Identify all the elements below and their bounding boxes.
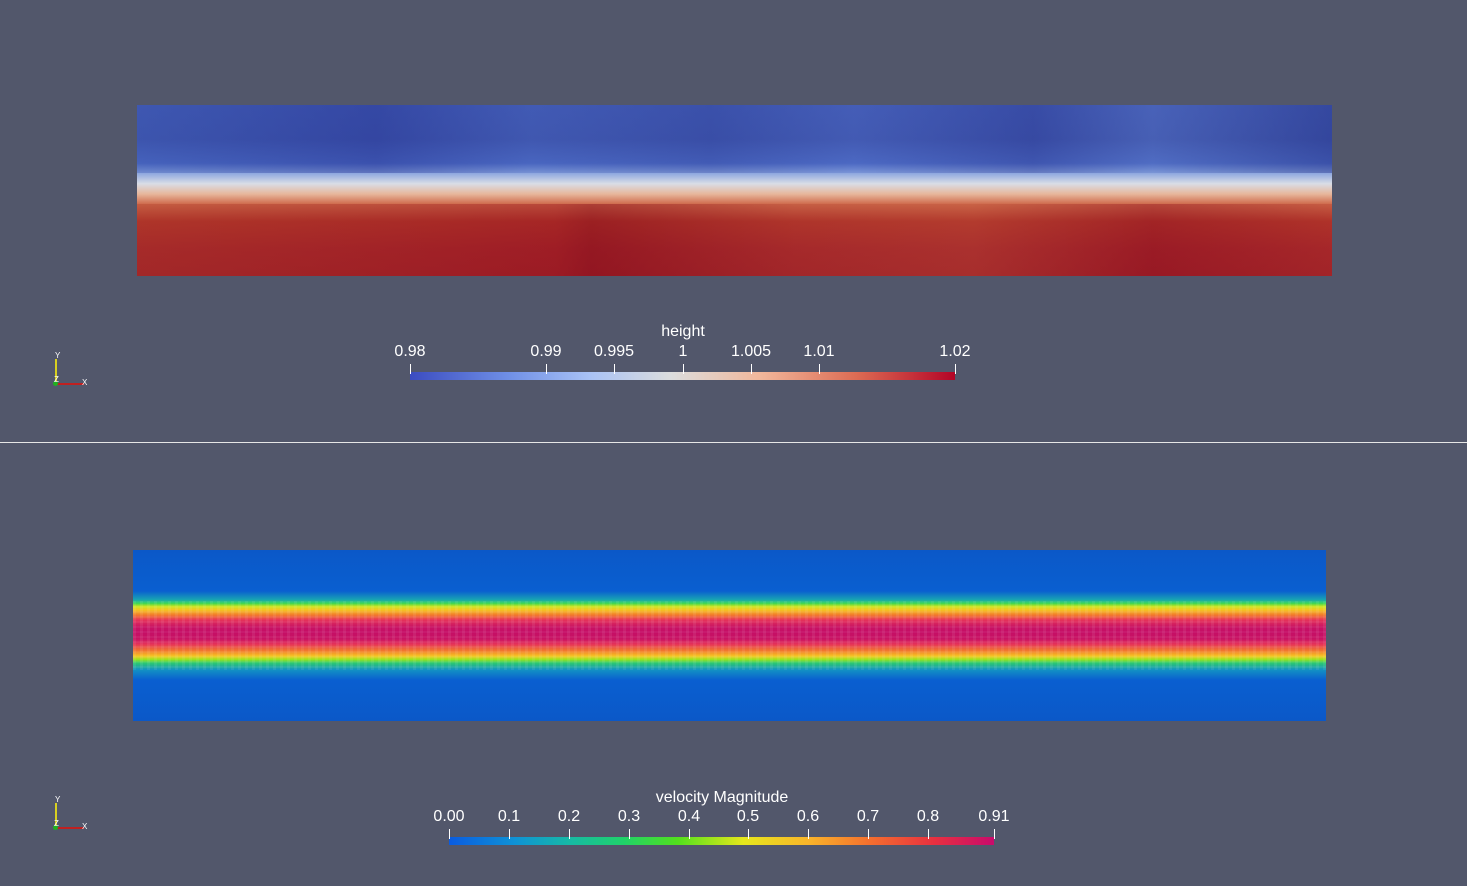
y-axis-line — [55, 803, 57, 827]
x-axis-label: X — [82, 822, 88, 831]
y-axis-label: Y — [55, 351, 61, 360]
height-field-texture-top — [137, 105, 1332, 174]
height-bar-title: height — [661, 323, 705, 340]
bottom-scalar-bar-tick-label: 0.7 — [856, 808, 880, 825]
top-scalar-bar-tick-label: 1.005 — [730, 343, 772, 360]
top-scalar-bar-tick-label: 0.99 — [530, 343, 562, 360]
top-scalar-bar-tick-mark — [546, 364, 547, 374]
top-scalar-bar-tick-label: 1.02 — [939, 343, 971, 360]
y-axis-label: Y — [55, 795, 61, 804]
axes-origin — [53, 381, 58, 386]
bottom-scalar-bar-tick-mark — [449, 829, 450, 839]
bottom-scalar-bar-tick-mark — [689, 829, 690, 839]
z-axis-label: Z — [54, 375, 59, 384]
bottom-scalar-bar-tick-label: 0.00 — [433, 808, 465, 825]
height-scalar-bar[interactable]: height 0.98 0.99 0.995 1 1.005 1.01 1.02 — [0, 0, 1467, 442]
bottom-scalar-bar-tick-label: 0.6 — [796, 808, 820, 825]
bottom-scalar-bar-tick-mark — [629, 829, 630, 839]
velocity-scalar-bar[interactable]: velocity Magnitude 0.00 0.1 0.2 0.3 0.4 0.5 0.… — [0, 443, 1467, 886]
velocity-bar-title: velocity Magnitude — [655, 789, 789, 806]
x-axis-label: X — [82, 378, 88, 387]
orientation-axes-icon-bottom: Y Z X — [50, 795, 90, 837]
orientation-axes-icon: Y Z X — [50, 351, 90, 393]
render-view-bottom[interactable]: Y Z X — [0, 443, 1467, 886]
bottom-scalar-bar-tick-mark — [569, 829, 570, 839]
top-scalar-bar-tick-mark — [819, 364, 820, 374]
bottom-scalar-bar-tick-label: 0.8 — [916, 808, 940, 825]
velocity-field-noise — [133, 601, 1326, 670]
top-scalar-bar-tick-mark — [614, 364, 615, 374]
bottom-scalar-bar-tick-mark — [808, 829, 809, 839]
z-axis-label: Z — [54, 819, 59, 828]
x-axis-line — [56, 383, 84, 385]
height-field-texture-bottom — [137, 204, 1332, 276]
y-axis-line — [55, 359, 57, 383]
top-scalar-bar-tick-label: 0.995 — [593, 343, 635, 360]
x-axis-line — [56, 827, 84, 829]
top-scalar-bar-tick-mark — [955, 364, 956, 374]
bottom-scalar-bar-tick-mark — [748, 829, 749, 839]
top-scalar-bar-tick-label: 1.01 — [803, 343, 835, 360]
bottom-scalar-bar-tick-mark — [928, 829, 929, 839]
bottom-scalar-bar-tick-mark — [868, 829, 869, 839]
bottom-scalar-bar-tick-label: 0.1 — [497, 808, 521, 825]
top-scalar-bar-tick-label: 0.98 — [394, 343, 426, 360]
top-scalar-bar-tick-mark — [410, 364, 411, 374]
bottom-scalar-bar-tick-mark — [509, 829, 510, 839]
bottom-scalar-bar-tick-label: 0.4 — [677, 808, 701, 825]
axes-origin — [53, 825, 58, 830]
top-scalar-bar-tick-mark — [683, 364, 684, 374]
height-field-render[interactable] — [137, 105, 1332, 276]
bottom-scalar-bar-tick-label: 0.3 — [617, 808, 641, 825]
height-color-ramp — [410, 372, 955, 380]
bottom-scalar-bar-tick-label: 0.91 — [978, 808, 1010, 825]
render-view-top[interactable]: Y Z X height 0.98 0.99 0.995 1 1.005 1.01 1.02 — [0, 0, 1467, 442]
bottom-scalar-bar-tick-label: 0.5 — [736, 808, 760, 825]
view-splitter[interactable] — [0, 442, 1467, 443]
bottom-scalar-bar-tick-label: 0.2 — [557, 808, 581, 825]
top-scalar-bar-tick-mark — [751, 364, 752, 374]
top-scalar-bar-tick-label: 1 — [678, 343, 688, 360]
bottom-scalar-bar-tick-mark — [994, 829, 995, 839]
velocity-field-render[interactable] — [133, 550, 1326, 721]
velocity-color-ramp — [449, 837, 994, 845]
